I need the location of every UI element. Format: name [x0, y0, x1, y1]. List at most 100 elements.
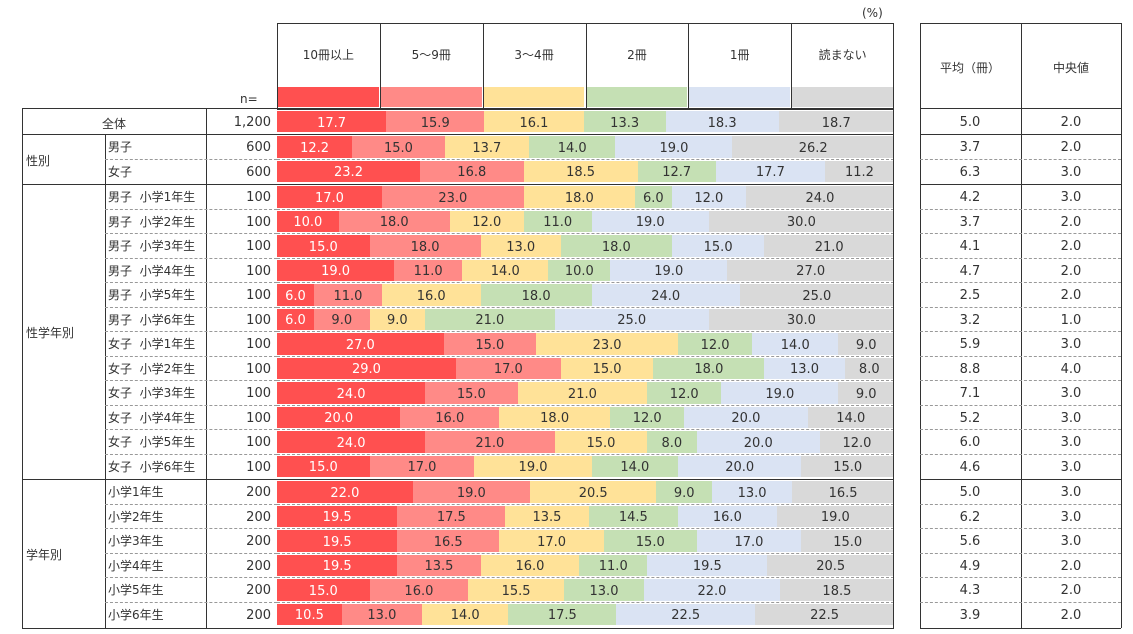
bar-row: 23.2 16.8 18.5 12.7 17.7 11.2	[277, 160, 894, 182]
bar-segment: 20.5	[529, 481, 657, 503]
median-value: 2.0	[1060, 558, 1082, 574]
median-value: 2.0	[1060, 214, 1082, 230]
bar-segment: 17.7	[277, 111, 387, 132]
bar-segment: 15.5	[468, 579, 564, 601]
row-divider	[277, 552, 894, 554]
n-label: n=	[240, 92, 258, 106]
bar-segment: 29.0	[277, 357, 456, 379]
legend-divider	[379, 23, 381, 108]
row-divider	[105, 331, 277, 332]
row-divider	[920, 355, 1121, 357]
mean-value: 4.2	[959, 190, 981, 205]
bar-segment: 18.5	[523, 160, 638, 182]
table-border	[920, 134, 1121, 135]
row-divider	[920, 233, 1121, 234]
bar-segment: 15.0	[801, 455, 894, 477]
median-value: 2.0	[1060, 288, 1082, 303]
bar-segment: 8.0	[647, 431, 697, 453]
group-divider	[22, 479, 277, 480]
bar-segment: 13.0	[711, 481, 793, 503]
row-label: 男子 小学5年生	[108, 288, 196, 302]
bar-segment: 18.5	[779, 579, 894, 601]
row-divider	[920, 503, 1121, 505]
median-value: 4.0	[1060, 361, 1082, 377]
bar-segment: 9.0	[838, 333, 894, 355]
bar-segment: 11.0	[523, 210, 592, 232]
bar-segment: 12.0	[647, 382, 722, 404]
legend-label: 10冊以上	[302, 48, 355, 62]
bar-segment: 18.3	[665, 111, 779, 132]
row-divider	[920, 282, 1121, 283]
bar-segment: 15.0	[277, 579, 370, 601]
bar-segment: 13.0	[764, 357, 845, 379]
row-divider	[277, 429, 894, 430]
median-value: 2.0	[1060, 140, 1082, 155]
median-value: 3.0	[1060, 386, 1082, 401]
chart-divider	[277, 184, 894, 185]
median-value: 3.0	[1060, 459, 1082, 475]
mean-value: 5.6	[959, 534, 981, 549]
bar-segment: 21.0	[764, 235, 894, 257]
bar-segment: 13.5	[505, 505, 589, 527]
row-n: 200	[246, 534, 271, 549]
bar-segment: 22.5	[616, 603, 756, 625]
bar-segment: 20.5	[767, 554, 894, 576]
bar-segment: 17.0	[455, 357, 561, 379]
median-value: 2.0	[1060, 607, 1082, 623]
row-divider	[277, 257, 894, 259]
row-divider	[105, 503, 277, 505]
group-label: 学年別	[26, 547, 63, 562]
bar-segment: 14.0	[591, 455, 679, 477]
row-label: 女子 小学3年生	[108, 386, 196, 400]
row-n: 100	[246, 410, 271, 426]
legend-swatch	[586, 87, 688, 107]
row-divider	[920, 380, 1121, 381]
median-value: 2.0	[1060, 263, 1082, 279]
bar-segment: 19.0	[721, 382, 839, 404]
legend-divider	[791, 23, 793, 108]
bar-segment: 11.0	[394, 259, 463, 281]
stats-header: 平均（冊）	[939, 61, 1000, 75]
bar-segment: 16.0	[369, 579, 469, 601]
row-n: 100	[246, 239, 271, 254]
bar-segment: 11.0	[579, 554, 648, 576]
legend-swatch	[483, 87, 585, 107]
bar-segment: 21.0	[425, 308, 555, 330]
row-divider	[920, 306, 1121, 308]
row-divider	[105, 355, 277, 357]
mean-value: 4.9	[959, 558, 981, 574]
row-divider	[277, 528, 894, 529]
bar-row: 24.0 21.0 15.0 8.0 20.0 12.0	[277, 431, 894, 453]
bar-segment: 20.0	[277, 406, 401, 428]
bar-segment: 19.0	[412, 481, 530, 503]
bar-segment: 16.1	[484, 111, 584, 132]
legend-divider	[482, 23, 484, 108]
legend-divider	[585, 23, 587, 108]
median-value: 3.0	[1060, 509, 1082, 525]
row-n: 600	[246, 140, 271, 155]
bar-segment: 13.3	[583, 111, 666, 132]
row-n: 200	[246, 583, 271, 598]
bar-segment: 24.0	[591, 284, 740, 306]
mean-value: 8.8	[959, 361, 981, 377]
bar-segment: 13.5	[397, 554, 481, 576]
row-divider	[277, 158, 894, 160]
median-value: 3.0	[1060, 190, 1082, 205]
bar-row: 24.0 15.0 21.0 12.0 19.0 9.0	[277, 382, 894, 404]
bar-segment: 14.0	[462, 259, 549, 281]
row-divider	[920, 528, 1121, 529]
median-value: 3.0	[1060, 534, 1082, 549]
bar-segment: 17.7	[715, 160, 825, 182]
bar-segment: 11.0	[314, 284, 382, 306]
bar-segment: 10.0	[277, 210, 339, 232]
legend-label: 1冊	[729, 48, 750, 62]
bar-segment: 16.0	[400, 406, 500, 428]
bar-segment: 9.0	[656, 481, 712, 503]
bar-segment: 12.0	[449, 210, 524, 232]
bar-segment: 15.0	[554, 431, 648, 453]
row-label: 男子 小学6年生	[108, 312, 196, 327]
mean-value: 3.2	[959, 312, 981, 328]
group-divider	[22, 134, 277, 135]
bar-segment: 15.0	[277, 455, 370, 477]
bar-segment: 18.0	[560, 235, 672, 257]
